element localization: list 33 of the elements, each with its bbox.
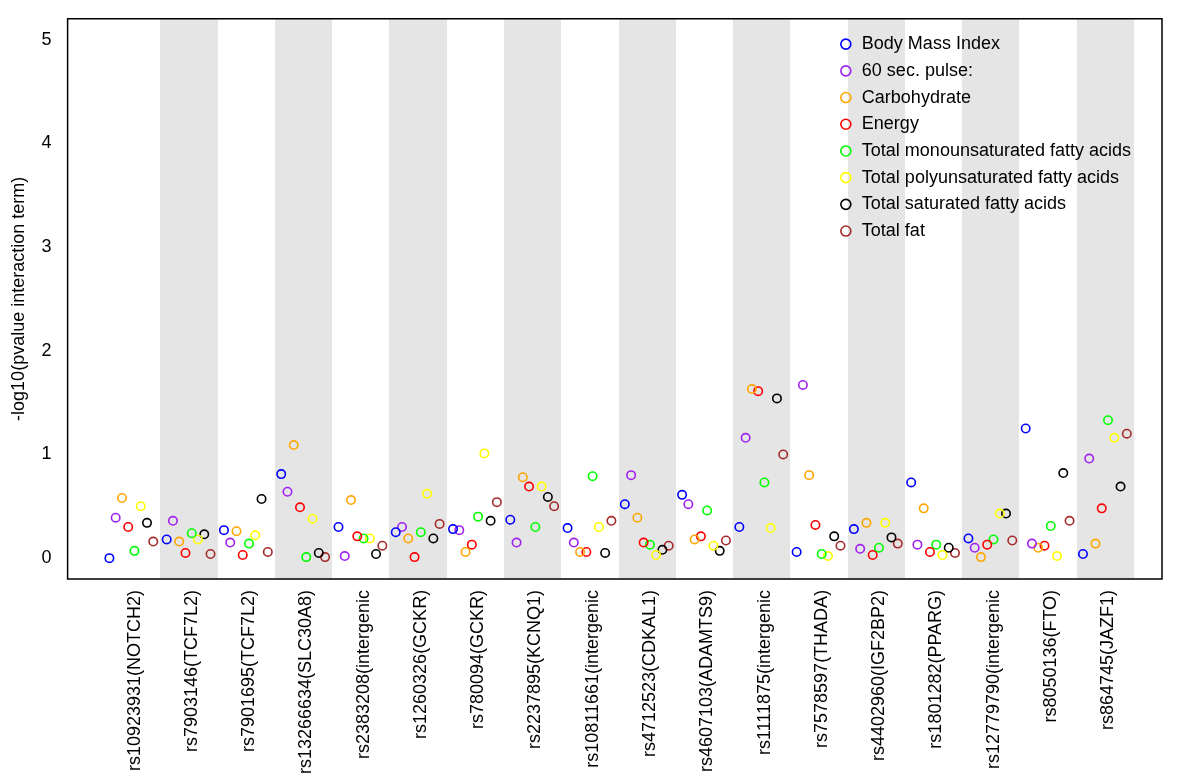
y-tick-label: 0 [41, 547, 52, 568]
x-tick-label: rs12779790(intergenic [982, 589, 1003, 769]
x-tick-label: rs8050136(FTO) [1039, 589, 1060, 723]
x-tick-label: rs2383208(intergenic [352, 589, 373, 759]
y-axis-title: -log10(pvalue interaction term) [7, 176, 28, 421]
y-tick-label: 4 [41, 132, 52, 153]
x-tick-label: rs7901695(TCF7L2) [238, 589, 259, 752]
x-tick-label: rs7578597(THADA) [810, 589, 831, 748]
x-tick-label: rs13266634(SLC30A8) [295, 589, 316, 774]
y-tick-label: 3 [41, 235, 52, 256]
y-tick-label: 5 [41, 28, 52, 49]
x-tick-label: rs7903146(TCF7L2) [180, 589, 201, 752]
legend-label: Energy [861, 113, 919, 134]
x-tick-label: rs1111875(intergenic [753, 589, 774, 755]
legend-label: Total monounsaturated fatty acids [861, 139, 1131, 160]
x-tick-label: rs10923931(NOTCH2) [123, 589, 144, 771]
x-tick-label: rs4712523(CDKAL1) [638, 589, 659, 757]
legend-label: Total saturated fatty acids [861, 193, 1066, 214]
x-tick-label: rs1801282(PPARG) [925, 589, 946, 749]
legend-label: Body Mass Index [861, 33, 1000, 54]
legend-label: 60 sec. pulse: [861, 59, 973, 80]
x-tick-label: rs864745(JAZF1) [1097, 589, 1118, 730]
y-tick-label: 1 [41, 443, 52, 464]
x-tick-label: rs4607103(ADAMTS9) [696, 589, 717, 772]
x-tick-label: rs2237895(KCNQ1) [524, 589, 545, 749]
legend-label: Total polyunsaturated fatty acids [861, 166, 1119, 187]
x-tick-label: rs780094(GCKR) [467, 589, 488, 729]
x-tick-label: rs10811661(intergenic [581, 589, 602, 768]
y-tick-label: 2 [41, 339, 52, 360]
legend-label: Carbohydrate [861, 86, 971, 107]
x-tick-label: rs4402960(IGF2BP2) [868, 589, 889, 761]
legend-label: Total fat [861, 220, 925, 241]
x-tick-label: rs1260326(GCKR) [409, 589, 430, 739]
